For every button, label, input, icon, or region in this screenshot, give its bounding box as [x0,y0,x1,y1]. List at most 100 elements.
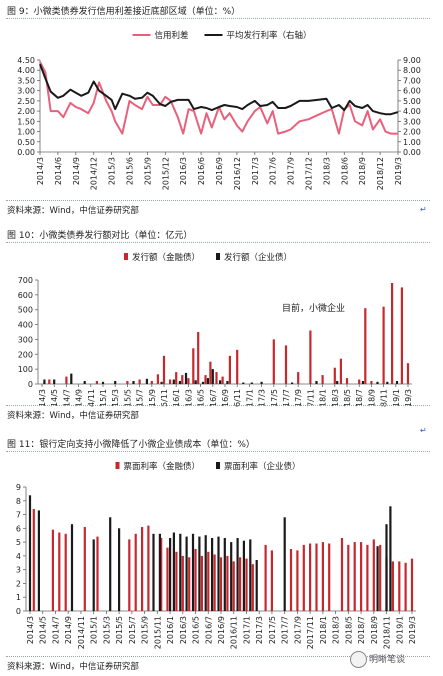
bar-enterprise-bond [260,381,263,384]
bar-financial-bond [181,555,184,611]
y-left-tick-label: 3.50 [17,76,35,85]
x-tick-label: 2018/3 [332,616,341,644]
bar-enterprise-bond [178,381,181,384]
bar-financial-bond [181,375,184,384]
x-tick-label: 2015/1 [90,616,99,644]
bar-financial-bond [160,538,163,611]
x-tick-label: 2017/11 [306,616,315,649]
y-tick-label: 100 [18,365,33,374]
y-tick-label: 3 [16,566,21,575]
x-tick-label: 2018/1 [319,616,328,644]
bar-enterprise-bond [158,533,161,611]
bar-financial-bond [166,547,169,611]
x-tick-label: 2017/7 [281,616,290,644]
x-tick-label: 2016/3 [184,389,193,407]
bar-enterprise-bond [92,539,95,611]
figure9-source: 资料来源：Wind，中信证券研究部 [7,206,139,216]
bar-financial-bond [391,283,394,384]
bar-financial-bond [215,372,218,384]
bar-enterprise-bond [179,533,182,611]
y-left-tick-label: 3.00 [17,87,35,96]
bar-financial-bond [169,379,172,384]
y-right-tick-label: 3.00 [403,117,421,126]
figure9-bottom-divider [6,200,430,201]
x-tick-label: 2014/11 [87,389,96,407]
x-tick-label: 2016/9 [221,389,230,407]
x-tick-label: 2019/3 [408,616,417,644]
bar-financial-bond [95,381,98,384]
bar-financial-bond [372,539,375,611]
bar-financial-bond [228,355,231,384]
x-tick-label: 2017/7 [282,389,291,407]
bar-financial-bond [188,557,191,611]
x-tick-label: 2016/1 [166,616,175,644]
x-tick-label: 2017/11 [306,389,315,407]
x-tick-label: 2014/11 [77,616,86,649]
bar-financial-bond [58,532,61,611]
bar-financial-bond [48,379,51,384]
y-tick-label: 400 [18,321,33,330]
bar-financial-bond [194,549,197,611]
avg-issue-rate-line [39,63,399,116]
bar-financial-bond [315,543,318,611]
x-tick-label: 2016/3 [179,157,188,185]
bar-enterprise-bond [204,535,207,611]
y-right-tick-label: 8.00 [403,66,421,75]
bar-enterprise-bond [184,372,188,384]
y-left-tick-label: 2.50 [17,97,35,106]
bar-financial-bond [219,557,223,611]
y-left-tick-label: 2.00 [17,107,35,116]
x-tick-label: 2015/7 [128,616,137,644]
legend-label: 票面利率（企业债） [224,461,301,472]
bar-financial-bond [360,542,363,611]
bar-financial-bond [345,378,349,384]
bar-enterprise-bond [201,381,205,384]
bar-enterprise-bond [242,382,245,384]
bar-financial-bond [289,549,293,611]
bar-financial-bond [207,551,210,611]
bar-financial-bond [204,375,207,384]
x-tick-label: 2014/7 [51,616,60,644]
x-tick-label: 2015/7 [136,389,145,407]
x-tick-label: 2018/5 [343,389,352,407]
bar-financial-bond [379,544,382,611]
legend-label: 平均发行利率（右轴） [227,30,312,41]
bar-financial-bond [147,525,150,611]
bar-enterprise-bond [250,382,253,384]
x-tick-label: 2016/11 [233,389,242,407]
bar-enterprise-bond [283,517,286,611]
y-right-tick-label: 2.00 [403,128,421,137]
bar-enterprise-bond [386,381,389,384]
x-tick-label: 2016/6 [197,157,206,185]
bar-financial-bond [156,374,159,384]
x-tick-label: 2019/1 [392,389,401,407]
bar-financial-bond [370,381,373,384]
bar-financial-bond [251,564,254,611]
bar-financial-bond [187,378,190,384]
x-tick-label: 2018/11 [380,389,389,407]
bar-enterprise-bond [211,369,214,384]
bar-financial-bond [51,529,54,611]
bar-financial-bond [138,379,141,384]
bar-enterprise-bond [152,533,155,611]
y-tick-label: 700 [18,276,33,285]
y-left-tick-label: 0.00 [17,148,35,157]
x-tick-label: 2018/9 [370,616,379,644]
x-tick-label: 2015/1 [99,389,108,407]
bar-financial-bond [302,544,305,611]
legend-label: 票面利率（金融债） [124,461,201,472]
bar-financial-bond [353,542,356,611]
figure9-credit-spread-chart: 信用利差 平均发行利率（右轴）0.000.501.001.502.002.503.… [17,30,421,190]
figure11-source: 资料来源：Wind，中信证券研究部 [7,662,139,672]
bar-financial-bond [340,538,344,611]
x-tick-label: 2019/1 [395,616,404,644]
x-tick-label: 2016/9 [217,616,226,644]
y-right-tick-label: 1.00 [403,138,421,147]
bar-financial-bond [296,550,299,611]
bar-enterprise-bond [361,381,364,384]
y-left-tick-label: 0.50 [17,138,35,147]
bar-financial-bond [32,509,35,611]
bar-enterprise-bond [198,536,201,611]
x-tick-label: 2016/5 [192,616,201,644]
x-tick-label: 2015/3 [108,157,117,185]
